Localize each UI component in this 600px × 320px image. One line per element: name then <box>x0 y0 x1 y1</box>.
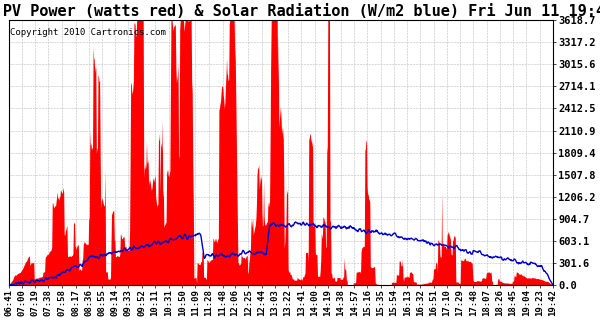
Title: Total PV Power (watts red) & Solar Radiation (W/m2 blue) Fri Jun 11 19:44: Total PV Power (watts red) & Solar Radia… <box>0 4 600 19</box>
Text: Copyright 2010 Cartronics.com: Copyright 2010 Cartronics.com <box>10 28 166 37</box>
